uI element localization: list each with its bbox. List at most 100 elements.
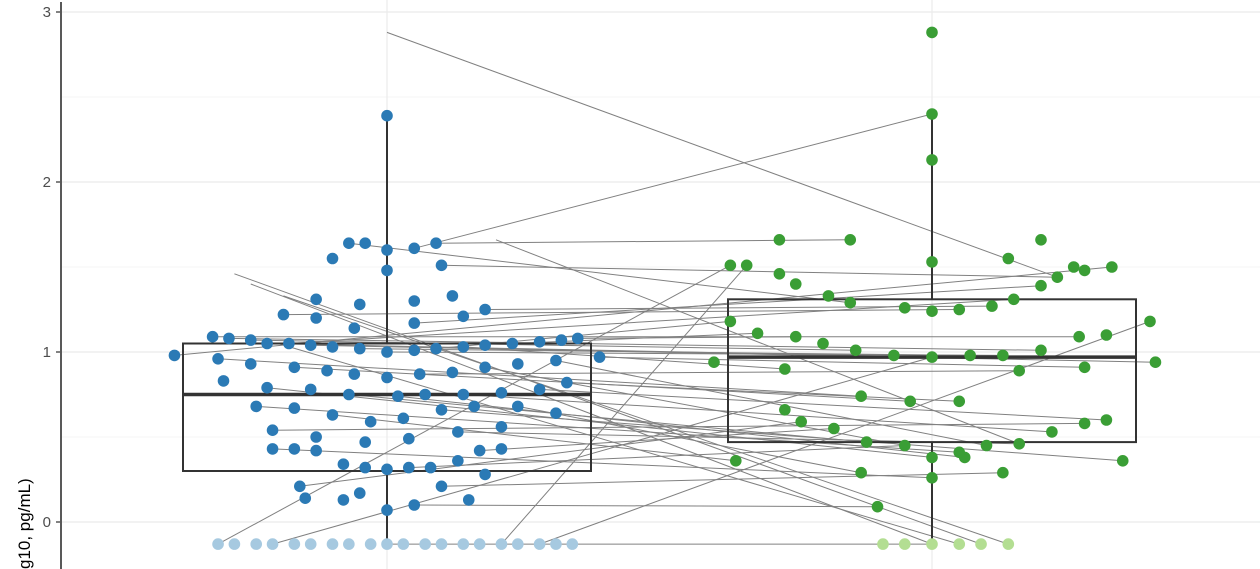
data-point [168, 349, 181, 362]
data-point [326, 341, 339, 353]
data-point [779, 363, 791, 375]
data-point [392, 390, 404, 403]
data-point [408, 499, 421, 511]
data-point [310, 312, 322, 324]
data-point [855, 390, 867, 403]
pair-lines [174, 31, 1156, 545]
below-lod-point [1002, 538, 1015, 550]
data-point [457, 341, 470, 353]
data-point [430, 237, 442, 249]
data-point [310, 293, 322, 306]
data-point [435, 404, 448, 416]
below-lod-point [304, 538, 317, 550]
data-point [533, 336, 546, 348]
below-lod-point [288, 538, 301, 550]
data-point [364, 415, 377, 428]
below-lod-point [364, 538, 377, 550]
data-point [266, 443, 279, 455]
data-point [506, 337, 519, 350]
below-lod-point [953, 538, 966, 550]
below-lod-point [381, 538, 393, 550]
data-point [343, 388, 355, 401]
data-point [283, 337, 295, 350]
data-point [381, 109, 393, 122]
data-point [408, 295, 421, 307]
pair-line [441, 409, 1123, 462]
data-point [408, 242, 421, 255]
data-point [860, 436, 873, 448]
data-point [452, 426, 464, 438]
pair-line [441, 472, 1003, 487]
data-point [751, 327, 764, 340]
below-lod-point [435, 538, 448, 550]
below-lod-point [419, 538, 431, 550]
data-point [1100, 329, 1113, 341]
data-point [381, 244, 393, 256]
pair-line [283, 295, 1009, 545]
box [727, 298, 1137, 444]
data-point [730, 455, 742, 467]
data-point [561, 376, 573, 389]
data-point [926, 256, 938, 268]
data-point [953, 446, 966, 459]
data-point [1078, 264, 1091, 277]
pair-line [299, 421, 802, 487]
data-point [724, 315, 737, 328]
data-point [533, 383, 546, 396]
data-point [1073, 330, 1085, 343]
data-point [888, 349, 900, 362]
data-point [430, 342, 442, 355]
data-point [964, 349, 976, 362]
pair-line [408, 445, 905, 469]
pair-line [272, 448, 933, 479]
below-lod-point [533, 538, 546, 550]
pair-line [441, 264, 1058, 278]
data-point [304, 339, 317, 352]
data-point [435, 259, 448, 272]
data-point [844, 296, 857, 309]
data-point [288, 402, 301, 414]
data-point [926, 26, 938, 39]
below-lod-point [898, 538, 911, 550]
data-point [462, 494, 475, 506]
data-point [413, 368, 426, 380]
data-point [871, 500, 884, 513]
y-tick-label: 3 [43, 4, 51, 21]
data-point [381, 504, 393, 516]
data-point [250, 400, 262, 413]
below-lod-point [343, 538, 355, 550]
data-point [359, 436, 372, 448]
data-point [1149, 356, 1162, 369]
data-point [512, 358, 524, 370]
below-lod-point [495, 538, 508, 550]
pair-line [348, 394, 867, 443]
data-point [926, 108, 938, 120]
data-point [419, 388, 431, 401]
y-tick-label: 0 [43, 514, 51, 531]
data-point [288, 361, 301, 374]
data-point [310, 431, 322, 443]
data-point [1013, 438, 1025, 450]
data-point [904, 395, 916, 408]
data-point [353, 342, 366, 355]
data-point [926, 451, 938, 464]
data-point [326, 252, 339, 265]
data-point [512, 400, 524, 413]
data-point [926, 472, 938, 484]
data-point [708, 356, 720, 369]
y-tick-label: 2 [43, 174, 51, 191]
data-point [789, 330, 802, 343]
data-point [468, 400, 481, 413]
below-lod-point [926, 538, 938, 550]
y-axis-title: g10, pg/mL) [15, 478, 34, 569]
data-point [457, 310, 470, 323]
data-point [844, 234, 857, 246]
data-point [1100, 414, 1113, 426]
data-point [1046, 426, 1058, 438]
data-point [337, 458, 350, 471]
data-point [997, 466, 1009, 479]
data-point [926, 305, 938, 318]
below-lod-point [473, 538, 486, 550]
below-lod-point [250, 538, 262, 550]
data-point [359, 237, 372, 249]
